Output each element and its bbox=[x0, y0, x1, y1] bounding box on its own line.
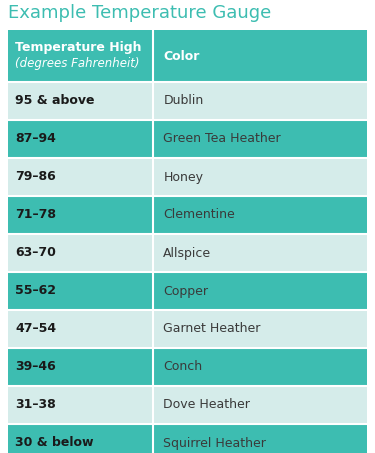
Bar bbox=[8, 386, 367, 424]
Text: Green Tea Heather: Green Tea Heather bbox=[164, 132, 281, 145]
Bar bbox=[8, 310, 367, 348]
Text: Conch: Conch bbox=[164, 361, 202, 374]
Text: 31–38: 31–38 bbox=[15, 399, 56, 411]
Text: Clementine: Clementine bbox=[164, 208, 235, 222]
Text: Allspice: Allspice bbox=[164, 246, 211, 260]
Text: 30 & below: 30 & below bbox=[15, 437, 93, 449]
Text: 87–94: 87–94 bbox=[15, 132, 56, 145]
Text: Dublin: Dublin bbox=[164, 95, 204, 107]
Text: Garnet Heather: Garnet Heather bbox=[164, 323, 261, 336]
Text: (degrees Fahrenheit): (degrees Fahrenheit) bbox=[15, 57, 140, 70]
Text: Copper: Copper bbox=[164, 284, 209, 298]
Bar bbox=[8, 82, 367, 120]
Text: 47–54: 47–54 bbox=[15, 323, 56, 336]
Bar bbox=[8, 158, 367, 196]
Text: Squirrel Heather: Squirrel Heather bbox=[164, 437, 266, 449]
Text: 71–78: 71–78 bbox=[15, 208, 56, 222]
Text: Honey: Honey bbox=[164, 170, 203, 183]
Bar bbox=[8, 424, 367, 453]
Text: Color: Color bbox=[164, 49, 200, 63]
Text: Example Temperature Gauge: Example Temperature Gauge bbox=[8, 4, 271, 22]
Bar bbox=[8, 30, 367, 82]
Text: 39–46: 39–46 bbox=[15, 361, 56, 374]
Bar bbox=[8, 196, 367, 234]
Text: 79–86: 79–86 bbox=[15, 170, 56, 183]
Text: 95 & above: 95 & above bbox=[15, 95, 94, 107]
Text: 55–62: 55–62 bbox=[15, 284, 56, 298]
Text: Dove Heather: Dove Heather bbox=[164, 399, 250, 411]
Bar bbox=[8, 348, 367, 386]
Bar bbox=[8, 120, 367, 158]
Bar bbox=[8, 234, 367, 272]
Text: 63–70: 63–70 bbox=[15, 246, 56, 260]
Text: Temperature High: Temperature High bbox=[15, 41, 141, 54]
Bar bbox=[8, 272, 367, 310]
